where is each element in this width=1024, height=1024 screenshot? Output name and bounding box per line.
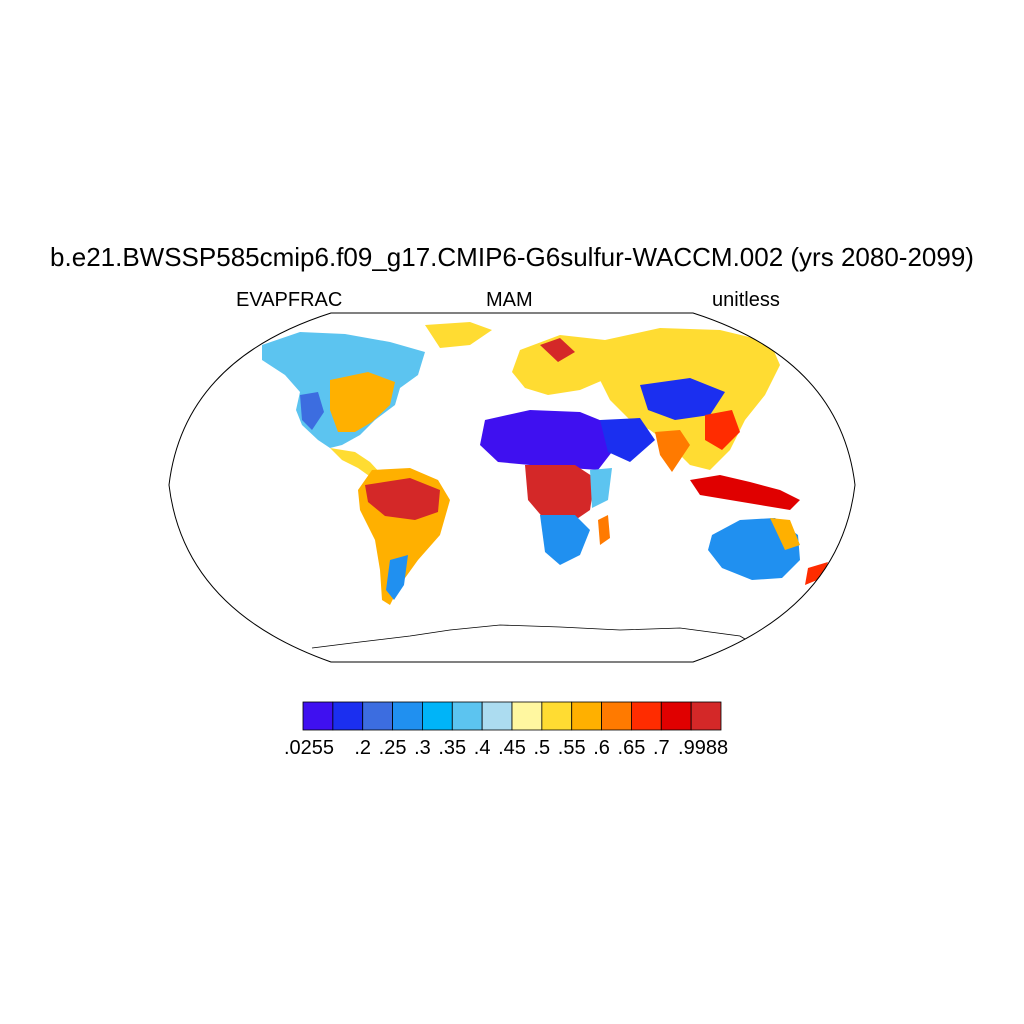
indonesia-land xyxy=(690,475,800,510)
central-asia-land xyxy=(640,378,725,420)
east-africa-land xyxy=(590,468,612,508)
colorbar-label: .9988 xyxy=(678,737,729,759)
antarctica-outline xyxy=(311,624,761,649)
greenland-land xyxy=(425,322,492,348)
plot-title: b.e21.BWSSP585cmip6.f09_g17.CMIP6-G6sulf… xyxy=(50,242,974,272)
colorbar xyxy=(302,701,722,731)
colorbar-label: .35 xyxy=(438,737,467,759)
colorbar-label: .3 xyxy=(414,737,431,759)
colorbar-swatch xyxy=(541,701,573,731)
colorbar-swatch xyxy=(660,701,692,731)
europe-land xyxy=(512,335,625,395)
colorbar-swatch xyxy=(571,701,602,731)
colorbar-swatch xyxy=(511,701,543,731)
arabia-land xyxy=(600,418,655,462)
east-asia-land xyxy=(705,410,740,450)
colorbar-swatch xyxy=(422,701,453,731)
sahara-land xyxy=(480,410,615,470)
north-america-east-land xyxy=(330,372,395,432)
central-america-land xyxy=(330,448,382,478)
southern-africa-land xyxy=(540,515,590,565)
colorbar-swatch xyxy=(332,701,364,731)
amazon-land xyxy=(365,478,440,520)
colorbar-swatch xyxy=(631,701,662,731)
map-boundary xyxy=(168,312,856,663)
colorbar-swatch xyxy=(392,701,423,731)
colorbar-label: .45 xyxy=(498,737,526,759)
season-label: MAM xyxy=(486,289,533,311)
colorbar-label: .65 xyxy=(617,737,646,759)
north-america-west-land xyxy=(300,392,324,430)
colorbar-swatch xyxy=(601,701,632,731)
colorbar-label: .55 xyxy=(557,737,586,759)
madagascar-land xyxy=(598,515,610,545)
colorbar-label: .7 xyxy=(652,737,670,759)
new-zealand-land xyxy=(805,562,828,585)
colorbar-swatch xyxy=(302,701,334,731)
australia-land xyxy=(708,518,800,580)
colorbar-label: .0255 xyxy=(283,737,334,759)
colorbar-swatch xyxy=(690,701,722,731)
scandinavia-land xyxy=(540,338,575,362)
colorbar-swatch xyxy=(362,701,393,731)
units-label: unitless xyxy=(712,289,780,311)
australia-east-land xyxy=(770,518,800,550)
variable-label: EVAPFRAC xyxy=(236,289,343,311)
colorbar-swatch xyxy=(451,701,483,731)
colorbar-label: .6 xyxy=(593,737,610,759)
colorbar-label: .5 xyxy=(533,737,551,759)
colorbar-label: .2 xyxy=(354,737,372,759)
central-africa-land xyxy=(525,465,595,525)
india-land xyxy=(655,430,690,472)
colorbar-swatch xyxy=(481,701,513,731)
colorbar-label: .4 xyxy=(473,737,491,759)
colorbar-label: .25 xyxy=(378,737,407,759)
south-america-south-land xyxy=(386,555,408,600)
